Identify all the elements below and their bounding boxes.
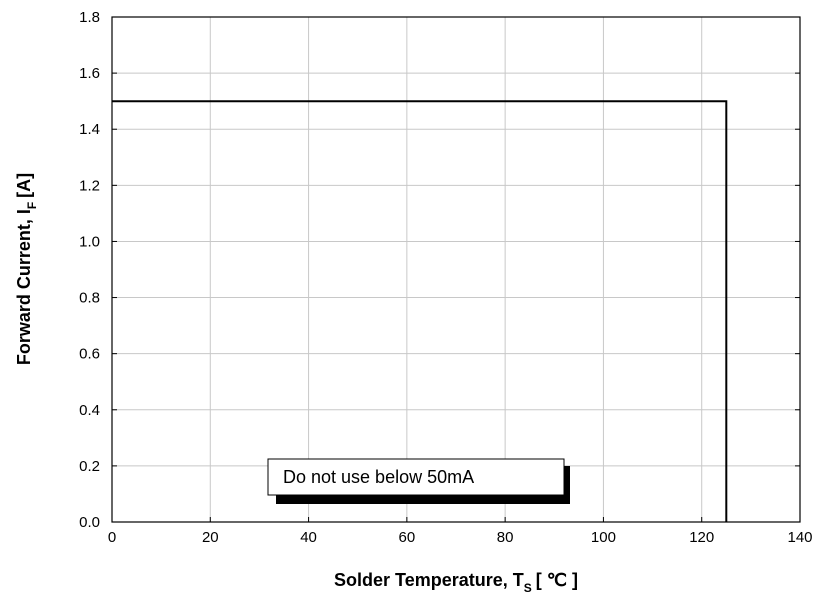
- y-tick-label: 0.6: [79, 346, 100, 363]
- x-tick-label: 60: [399, 529, 416, 546]
- series-group: [112, 100, 728, 522]
- annotation-text: Do not use below 50mA: [283, 467, 474, 487]
- x-tick-label: 20: [202, 529, 219, 546]
- x-tick-label: 120: [689, 529, 714, 546]
- x-tick-label: 100: [591, 529, 616, 546]
- axis-ticks: 0 20 40 60 80 100 120 140 0.0 0.2 0.4 0.6 0.8 1.0 1.2 1…: [79, 9, 812, 546]
- annotation-box: [267, 458, 565, 496]
- y-tick-label: 0.0: [79, 514, 100, 531]
- series-line: [112, 100, 728, 522]
- x-tick-label: 0: [108, 529, 116, 546]
- y-tick-label: 1.8: [79, 9, 100, 26]
- y-tick-label: 1.2: [79, 177, 100, 194]
- plot-background: [112, 17, 800, 522]
- y-axis-title: Forward Current, IF[A]: [14, 173, 39, 365]
- x-axis-title: Solder Temperature, TS[ ℃ ]: [334, 570, 578, 595]
- plot-frame: [111, 16, 801, 523]
- y-tick-label: 0.4: [79, 402, 100, 419]
- y-tick-label: 1.0: [79, 233, 100, 250]
- x-tick-label: 140: [787, 529, 812, 546]
- annotation: Do not use below 50mA: [267, 458, 570, 504]
- x-tick-label: 40: [300, 529, 317, 546]
- y-tick-label: 0.2: [79, 458, 100, 475]
- y-tick-label: 1.4: [79, 121, 100, 138]
- y-tick-label: 1.6: [79, 65, 100, 82]
- y-tick-label: 0.8: [79, 290, 100, 307]
- x-tick-label: 80: [497, 529, 514, 546]
